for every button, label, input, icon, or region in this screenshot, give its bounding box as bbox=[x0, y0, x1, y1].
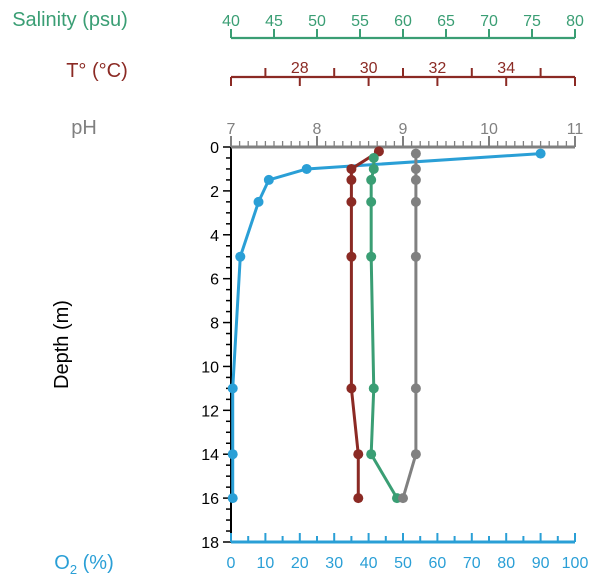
temperature-axis-title: T° (°C) bbox=[66, 60, 128, 82]
oxygen-tick-label: 0 bbox=[227, 555, 236, 572]
temperature-data-point bbox=[353, 449, 364, 460]
depth-tick-label: 10 bbox=[201, 359, 219, 376]
oxygen-tick-label: 60 bbox=[429, 555, 447, 572]
temperature-data-point bbox=[346, 174, 357, 185]
ph-axis: 7 8 9 10 11 pH bbox=[71, 117, 584, 149]
oxygen-data-point bbox=[235, 251, 246, 262]
temperature-series bbox=[346, 146, 384, 504]
oxygen-tick-label: 40 bbox=[360, 555, 378, 572]
salinity-tick-label: 75 bbox=[523, 13, 541, 30]
salinity-tick-label: 60 bbox=[394, 13, 412, 30]
salinity-data-point bbox=[366, 449, 377, 460]
depth-tick-label: 14 bbox=[201, 447, 219, 464]
oxygen-tick-label: 30 bbox=[325, 555, 343, 572]
salinity-data-point bbox=[366, 196, 377, 207]
salinity-tick-label: 65 bbox=[437, 13, 455, 30]
ph-data-point bbox=[410, 148, 421, 159]
salinity-axis-title-main: Salinity (psu) bbox=[12, 9, 128, 31]
depth-tick-label: 18 bbox=[201, 535, 219, 552]
depth-tick-label: 8 bbox=[210, 316, 219, 333]
oxygen-tick-label: 10 bbox=[257, 555, 275, 572]
depth-tick-label: 16 bbox=[201, 491, 219, 508]
oxygen-tick-label: 50 bbox=[394, 555, 412, 572]
salinity-data-point bbox=[366, 251, 377, 262]
ph-data-point bbox=[410, 383, 421, 394]
salinity-tick-label: 40 bbox=[222, 13, 240, 30]
oxygen-tick-label: 90 bbox=[532, 555, 550, 572]
oxygen-data-point bbox=[227, 493, 238, 504]
oxygen-data-point bbox=[301, 163, 312, 174]
temperature-data-point bbox=[346, 251, 357, 262]
ph-tick-label: 10 bbox=[480, 121, 498, 138]
oxygen-series bbox=[227, 148, 546, 504]
temperature-data-point bbox=[353, 493, 364, 504]
salinity-data-point bbox=[368, 163, 379, 174]
ph-data-point bbox=[410, 174, 421, 185]
salinity-axis-title: Salinity (psu) bbox=[12, 9, 128, 31]
oxygen-tick-label: 80 bbox=[497, 555, 515, 572]
salinity-tick-label: 55 bbox=[351, 13, 369, 30]
series-layer bbox=[227, 146, 546, 504]
depth-tick-label: 6 bbox=[210, 272, 219, 289]
ph-data-point bbox=[410, 251, 421, 262]
oxygen-axis-title-main: O bbox=[54, 552, 70, 574]
ph-data-point bbox=[410, 449, 421, 460]
temperature-tick-label: 34 bbox=[497, 60, 515, 77]
oxygen-data-point bbox=[253, 196, 264, 207]
ph-series bbox=[398, 148, 421, 504]
depth-tick-label: 0 bbox=[210, 140, 219, 157]
oxygen-tick-label: 70 bbox=[463, 555, 481, 572]
ph-axis-title-main: pH bbox=[71, 117, 97, 139]
oxygen-data-point bbox=[227, 449, 238, 460]
salinity-tick-label: 45 bbox=[265, 13, 283, 30]
ph-tick-label: 8 bbox=[313, 121, 322, 138]
depth-axis-title: Depth (m) bbox=[51, 300, 73, 389]
oxygen-data-point bbox=[263, 174, 274, 185]
salinity-series-line bbox=[369, 156, 399, 500]
temperature-axis: 28 30 32 34 T° (°C) bbox=[66, 60, 576, 86]
oxygen-tick-label: 100 bbox=[562, 555, 589, 572]
temperature-data-point bbox=[346, 163, 357, 174]
salinity-data-point bbox=[366, 174, 377, 185]
depth-tick-label: 12 bbox=[201, 403, 219, 420]
salinity-tick-label: 50 bbox=[308, 13, 326, 30]
temperature-data-point bbox=[346, 383, 357, 394]
depth-tick-label: 2 bbox=[210, 184, 219, 201]
ph-tick-label: 9 bbox=[399, 121, 408, 138]
oxygen-axis-title-suffix: (%) bbox=[77, 552, 114, 574]
ph-tick-label: 11 bbox=[567, 121, 584, 138]
oxygen-axis: 0 10 20 30 40 50 60 70 80 90 100 O2 (%) bbox=[54, 533, 588, 577]
oxygen-tick-label: 20 bbox=[291, 555, 309, 572]
temperature-tick-label: 30 bbox=[360, 60, 378, 77]
ph-tick-label: 7 bbox=[227, 121, 236, 138]
ph-data-point bbox=[398, 493, 408, 504]
salinity-tick-label: 70 bbox=[480, 13, 498, 30]
salinity-axis: 40 45 50 55 60 65 70 75 80 Salinity (psu) bbox=[12, 9, 584, 40]
temperature-data-point bbox=[346, 196, 357, 207]
oxygen-axis-title: O2 (%) bbox=[54, 552, 113, 577]
ph-axis-title: pH bbox=[71, 117, 97, 139]
ph-data-point bbox=[410, 163, 421, 174]
salinity-data-point bbox=[368, 383, 379, 394]
temperature-axis-title-main: T° (°C) bbox=[66, 60, 128, 82]
oxygen-data-point bbox=[535, 148, 546, 159]
salinity-series bbox=[366, 152, 402, 504]
oxygen-data-point bbox=[227, 383, 238, 394]
salinity-tick-label: 80 bbox=[566, 13, 584, 30]
ph-data-point bbox=[410, 196, 421, 207]
oxygen-axis-title-sub: 2 bbox=[70, 562, 77, 577]
salinity-data-point bbox=[368, 152, 379, 163]
oxygen-series-line bbox=[231, 152, 543, 500]
temperature-tick-label: 32 bbox=[429, 60, 447, 77]
temperature-tick-label: 28 bbox=[291, 60, 309, 77]
depth-tick-label: 4 bbox=[210, 228, 219, 245]
